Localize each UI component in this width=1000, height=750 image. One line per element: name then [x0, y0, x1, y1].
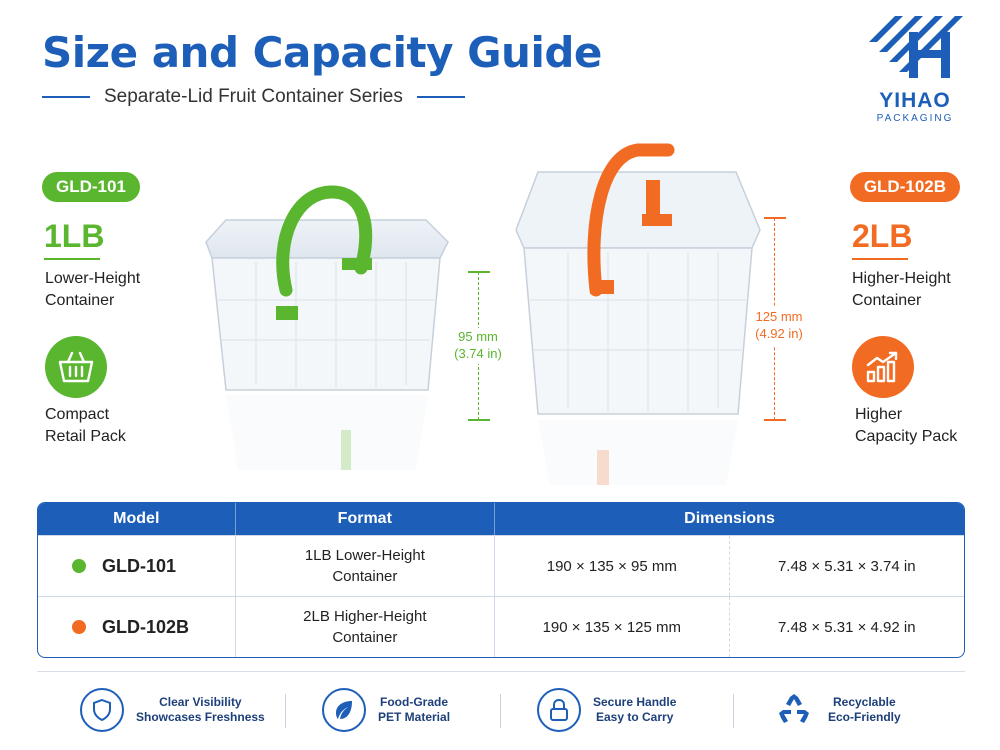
col-header-model: Model [38, 503, 236, 535]
feature-line2: Showcases Freshness [136, 710, 265, 724]
height-tick-top-right [764, 217, 786, 219]
feature-line1: Recyclable [832, 695, 896, 709]
feature-separator [733, 694, 734, 728]
feature-separator [285, 694, 286, 728]
col-header-dimensions: Dimensions [684, 510, 775, 527]
right-desc-line2: Container [852, 292, 922, 309]
height-label-right: 125 mm (4.92 in) [746, 308, 812, 342]
features-divider [37, 671, 965, 672]
page-subtitle: Separate-Lid Fruit Container Series [104, 86, 403, 107]
brand-logo: YIHAO PACKAGING [860, 12, 970, 124]
right-feature-line1: Higher [855, 406, 903, 423]
recycle-icon [772, 688, 816, 732]
page-title: Size and Capacity Guide [42, 28, 602, 77]
height-label-bg-right [748, 306, 810, 346]
height-in-right: (4.92 in) [755, 326, 803, 341]
height-mm-left: 95 mm [458, 329, 498, 344]
logo-sub: PACKAGING [876, 113, 954, 124]
row-dim-in: 7.48 × 5.31 × 4.92 in [777, 618, 916, 636]
table-header: Model Format Dimensions [38, 503, 964, 535]
row-format-line1: 1LB Lower-Height [304, 547, 425, 564]
height-mm-right: 125 mm [755, 309, 803, 324]
feature-clear-visibility: Clear Visibility Showcases Freshness [80, 688, 265, 732]
capacity-underline-left [44, 258, 100, 260]
right-description: Higher-Height Container [852, 268, 951, 312]
feature-text: Food-Grade PET Material [378, 695, 450, 725]
row-dim-in: 7.48 × 5.31 × 3.74 in [777, 557, 916, 575]
subtitle-line-right [416, 96, 465, 98]
left-feature-line1: Compact [45, 406, 110, 423]
row-format-line2: Container [332, 629, 398, 646]
left-desc-line1: Lower-Height [45, 270, 141, 287]
basket-icon [45, 336, 107, 398]
orange-dot-icon [72, 620, 86, 634]
feature-line1: Secure Handle [593, 695, 677, 709]
leaf-icon [322, 688, 366, 732]
capacity-1lb: 1LB [44, 218, 105, 254]
feature-text: Secure Handle Easy to Carry [593, 695, 676, 725]
subtitle-row: Separate-Lid Fruit Container Series [42, 86, 465, 108]
feature-line2: Easy to Carry [596, 710, 674, 724]
shield-icon [80, 688, 124, 732]
logo-brand: YIHAO [879, 89, 951, 112]
feature-secure-handle: Secure Handle Easy to Carry [537, 688, 676, 732]
right-feature: Higher Capacity Pack [855, 404, 957, 448]
left-feature: Compact Retail Pack [45, 404, 126, 448]
right-desc-line1: Higher-Height [852, 270, 951, 287]
container-gld-101-image [205, 185, 449, 470]
row-model: GLD-101 [102, 555, 177, 576]
row-model: GLD-102B [102, 616, 190, 637]
left-description: Lower-Height Container [45, 268, 140, 312]
height-label-bg-left [450, 328, 510, 364]
feature-text: Clear Visibility Showcases Freshness [136, 695, 265, 725]
model-badge-gld-101: GLD-101 [42, 172, 140, 202]
row-format-cell: 2LB Higher-Height Container [236, 597, 496, 657]
feature-separator [500, 694, 501, 728]
row-dim-mm: 190 × 135 × 125 mm [495, 597, 730, 657]
capacity-2lb: 2LB [852, 218, 913, 254]
left-feature-line2: Retail Pack [45, 428, 126, 445]
row-format-line2: Container [332, 568, 398, 585]
height-tick-bottom-right [764, 419, 786, 421]
row-model-cell: GLD-102B [38, 597, 236, 657]
height-tick-top-left [468, 271, 490, 273]
feature-line2: Eco-Friendly [828, 710, 901, 724]
subtitle-line-left [42, 96, 90, 98]
row-model-cell: GLD-101 [38, 536, 236, 596]
feature-text: Recyclable Eco-Friendly [828, 695, 901, 725]
lock-icon [537, 688, 581, 732]
growth-chart-icon [852, 336, 914, 398]
green-dot-icon [72, 559, 86, 573]
container-gld-102b-image [515, 143, 761, 485]
left-desc-line2: Container [45, 292, 115, 309]
feature-line2: PET Material [378, 710, 451, 724]
row-format-cell: 1LB Lower-Height Container [236, 536, 496, 596]
table-row: GLD-102B 2LB Higher-Height Container 190… [38, 596, 964, 657]
height-label-left: 95 mm (3.74 in) [448, 328, 508, 362]
row-format-line1: 2LB Higher-Height [303, 608, 427, 625]
feature-line1: Clear Visibility [159, 695, 242, 709]
table-row: GLD-101 1LB Lower-Height Container 190 ×… [38, 535, 964, 596]
height-tick-bottom-left [468, 419, 490, 421]
row-dim-mm: 190 × 135 × 95 mm [495, 536, 730, 596]
logo-mark-icon [869, 16, 963, 78]
feature-recyclable: Recyclable Eco-Friendly [772, 688, 901, 732]
capacity-underline-right [852, 258, 908, 260]
feature-line1: Food-Grade [380, 695, 449, 709]
model-badge-gld-102b: GLD-102B [849, 172, 960, 202]
col-header-format: Format [236, 503, 496, 535]
right-feature-line2: Capacity Pack [855, 428, 958, 445]
height-in-left: (3.74 in) [454, 346, 502, 361]
feature-food-grade: Food-Grade PET Material [322, 688, 450, 732]
spec-table: Model Format Dimensions GLD-101 1LB Lowe… [37, 502, 965, 658]
